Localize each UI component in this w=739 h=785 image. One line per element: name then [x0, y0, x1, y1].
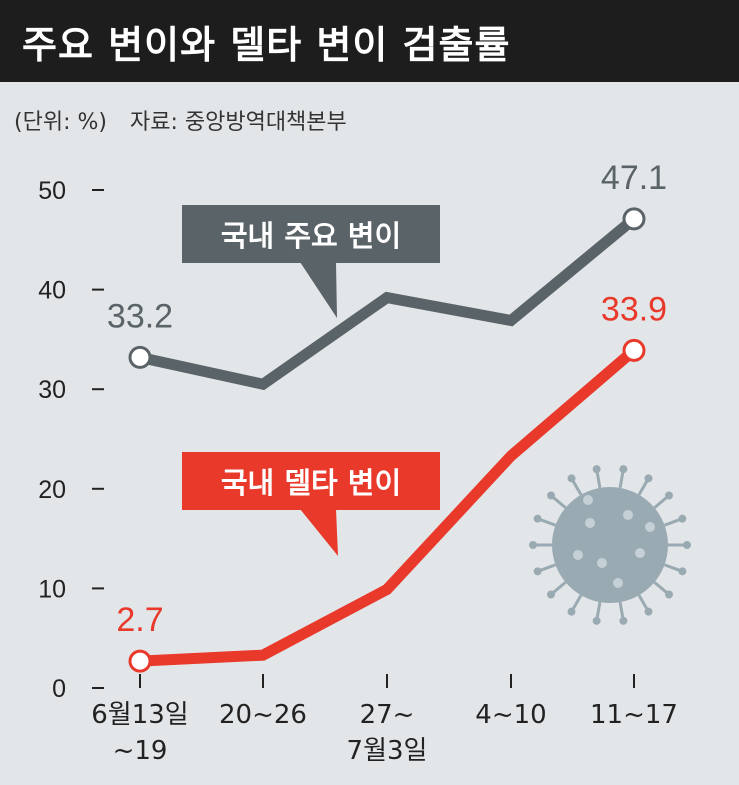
legend-box-1 — [182, 205, 440, 263]
y-tick-label: 20 — [38, 476, 66, 504]
data-point — [128, 345, 152, 369]
unit-label: (단위: %) — [14, 110, 107, 135]
series-line-1 — [138, 214, 638, 391]
y-tick-label: 30 — [38, 376, 66, 404]
y-tick-label: 50 — [38, 177, 66, 205]
source-label: 자료: 중앙방역대책본부 — [129, 110, 347, 135]
x-tick-label: 4~10 — [475, 700, 546, 730]
title-bar: 주요 변이와 델타 변이 검출률 — [0, 0, 739, 82]
x-tick-label: 6월13일 — [91, 700, 188, 730]
data-point — [622, 338, 646, 362]
x-tick-label: 7월3일 — [347, 736, 428, 766]
callout-pointer — [300, 509, 338, 556]
data-point — [622, 207, 646, 231]
series-line-2 — [139, 346, 638, 667]
data-label: 2.7 — [116, 601, 163, 639]
data-label: 33.2 — [107, 297, 173, 335]
data-point — [128, 649, 152, 673]
y-tick-label: 0 — [52, 675, 66, 703]
legend-label: 국내 주요 변이 — [221, 219, 401, 253]
legend-box-2 — [182, 452, 440, 510]
y-tick-label: 10 — [38, 575, 66, 603]
data-label: 47.1 — [601, 159, 667, 197]
x-tick-label: ~19 — [113, 736, 168, 766]
chart-title: 주요 변이와 델타 변이 검출률 — [22, 23, 511, 67]
callout-pointer — [300, 262, 337, 318]
virus-icon — [529, 465, 691, 625]
legend-label: 국내 델타 변이 — [221, 466, 401, 500]
chart-meta: (단위: %) 자료: 중앙방역대책본부 — [14, 104, 363, 136]
x-tick-label: 27~ — [360, 700, 415, 730]
x-tick-label: 20~26 — [219, 700, 307, 730]
y-tick-label: 40 — [38, 277, 66, 305]
x-tick-label: 11~17 — [590, 700, 678, 730]
data-label: 33.9 — [601, 290, 667, 328]
